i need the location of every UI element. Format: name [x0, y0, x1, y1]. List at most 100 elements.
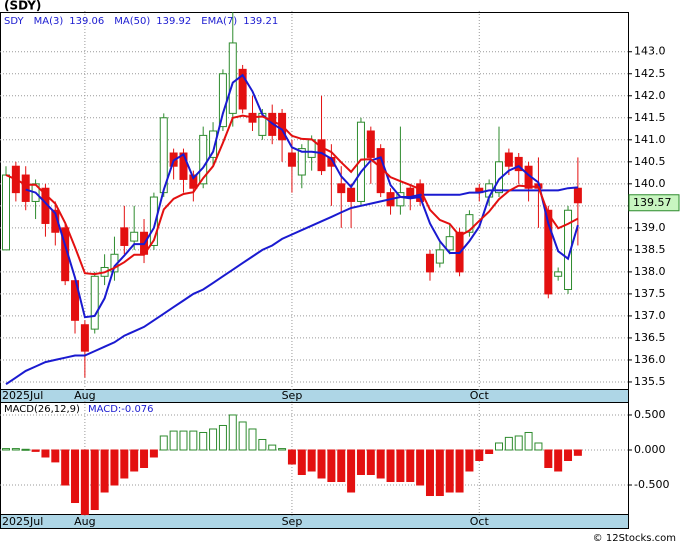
candle-body [51, 209, 60, 233]
last-price-box [628, 194, 680, 212]
candle-body [337, 183, 346, 194]
macd-bar [110, 449, 119, 486]
macd-bar [564, 449, 573, 461]
macd-bar [278, 448, 287, 451]
macd-bar [51, 449, 60, 463]
macd-bar [554, 449, 563, 472]
macd-bar [573, 449, 582, 456]
y-tick-label: 0.500 [634, 408, 666, 421]
candle-body [366, 130, 375, 158]
macd-bar [159, 435, 168, 451]
candle-body [356, 121, 365, 202]
candle-body [396, 192, 405, 207]
y-tick-label: 136.5 [634, 331, 666, 344]
candle-body [327, 156, 336, 167]
macd-bar [31, 449, 40, 452]
macd-bar [465, 449, 474, 472]
y-tick-label: 0.000 [634, 443, 666, 456]
y-tick-label: 137.0 [634, 309, 666, 322]
legend-value: 139.21 [243, 16, 278, 27]
macd-bar [21, 448, 30, 451]
macd-bar [238, 421, 247, 451]
date-strip-bottom [0, 514, 629, 529]
macd-bar [228, 414, 237, 451]
macd-bar [248, 428, 257, 451]
legend-value: 139.06 [69, 16, 104, 27]
candle-body [445, 236, 454, 251]
macd-bar [287, 449, 296, 465]
candle-body [238, 68, 247, 110]
chart-title: (SDY) [4, 0, 41, 13]
macd-bar [425, 449, 434, 497]
macd-bar [100, 449, 109, 493]
candle-body [120, 227, 129, 246]
x-tick-label: 2025Jul [2, 389, 43, 402]
macd-bar [140, 449, 149, 468]
candle-body [297, 148, 306, 176]
macd-bar [268, 444, 277, 451]
y-tick-label: 138.5 [634, 243, 666, 256]
macd-bar [485, 449, 494, 454]
candle-body [21, 174, 30, 202]
macd-bar [218, 424, 227, 451]
macd-value: MACD:-0.076 [88, 404, 154, 415]
macd-bar [514, 435, 523, 451]
candle-body [199, 134, 208, 185]
y-tick-label: 138.0 [634, 265, 666, 278]
ma-line [5, 114, 579, 276]
y-tick-label: 135.5 [634, 375, 666, 388]
macd-bar [2, 448, 10, 451]
candle-body [554, 271, 563, 277]
macd-bar [396, 449, 405, 483]
y-tick-label: 140.5 [634, 155, 666, 168]
macd-bar [337, 449, 346, 483]
macd-bar [455, 449, 464, 493]
macd-bar [11, 448, 20, 451]
macd-bar [61, 449, 70, 486]
y-tick-label: 141.5 [634, 111, 666, 124]
x-tick-label: Oct [470, 389, 490, 402]
candle-body [435, 249, 444, 264]
macd-bar [435, 449, 444, 497]
candle-body [179, 152, 188, 180]
last-price-label: 139.57 [633, 196, 672, 209]
legend-name: EMA(7) [201, 16, 237, 27]
macd-bar [149, 449, 158, 458]
y-tick-label: 143.0 [634, 45, 666, 58]
candle-body [2, 174, 10, 251]
candle-body [504, 152, 513, 167]
macd-bar [90, 449, 99, 511]
candle-body [218, 73, 227, 128]
macd-bar [179, 430, 188, 451]
macd-bar [445, 449, 454, 493]
ma-line [25, 73, 579, 319]
y-tick-label: 139.0 [634, 221, 666, 234]
macd-title: MACD(26,12,9) [4, 404, 80, 415]
macd-bar [189, 430, 198, 451]
legend-value: 139.92 [156, 16, 191, 27]
macd-bar [258, 438, 267, 451]
legend-name: MA(50) [114, 16, 150, 27]
macd-bar [495, 442, 503, 451]
x-tick-label: Sep [282, 389, 303, 402]
candle-body [347, 187, 356, 202]
candle-body [573, 187, 582, 204]
x-tick-label: Oct [470, 515, 490, 528]
y-tick-label: 137.5 [634, 287, 666, 300]
y-tick-label: 142.5 [634, 67, 666, 80]
macd-bar [347, 449, 356, 493]
x-tick-label: Aug [74, 389, 95, 402]
y-tick-label: 142.0 [634, 89, 666, 102]
macd-bar [130, 449, 139, 472]
macd-bar [406, 449, 415, 483]
macd-bar [524, 431, 533, 451]
candle-body [149, 196, 158, 246]
macd-bar [504, 436, 513, 451]
macd-bar [366, 449, 375, 476]
legend-label: SDY [4, 16, 25, 27]
y-tick-label: 136.0 [634, 353, 666, 366]
macd-bar [376, 449, 385, 479]
candle-body [514, 156, 523, 172]
x-tick-label: Sep [282, 515, 303, 528]
macd-bar [416, 449, 425, 486]
